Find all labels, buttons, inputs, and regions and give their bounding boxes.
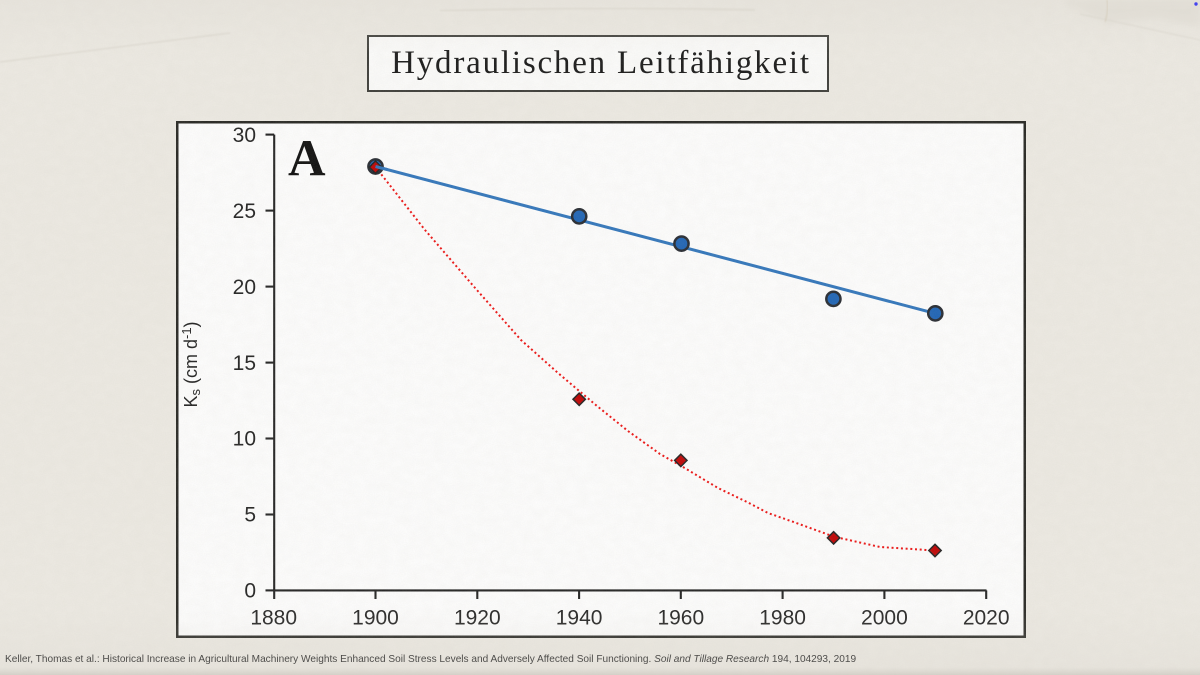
svg-text:20: 20 bbox=[233, 276, 256, 299]
svg-text:25: 25 bbox=[233, 200, 256, 223]
svg-text:5: 5 bbox=[244, 504, 256, 527]
svg-text:2020: 2020 bbox=[963, 607, 1010, 630]
svg-text:10: 10 bbox=[233, 428, 256, 451]
svg-text:1980: 1980 bbox=[759, 607, 806, 630]
svg-text:2000: 2000 bbox=[861, 607, 908, 630]
svg-text:1940: 1940 bbox=[556, 607, 603, 630]
svg-text:A: A bbox=[288, 131, 326, 188]
svg-text:0: 0 bbox=[244, 580, 256, 603]
svg-text:1900: 1900 bbox=[352, 607, 399, 630]
svg-text:30: 30 bbox=[233, 124, 256, 147]
svg-text:1920: 1920 bbox=[454, 607, 501, 630]
svg-text:1880: 1880 bbox=[250, 607, 297, 630]
svg-text:15: 15 bbox=[233, 352, 256, 375]
svg-text:1960: 1960 bbox=[657, 607, 704, 630]
